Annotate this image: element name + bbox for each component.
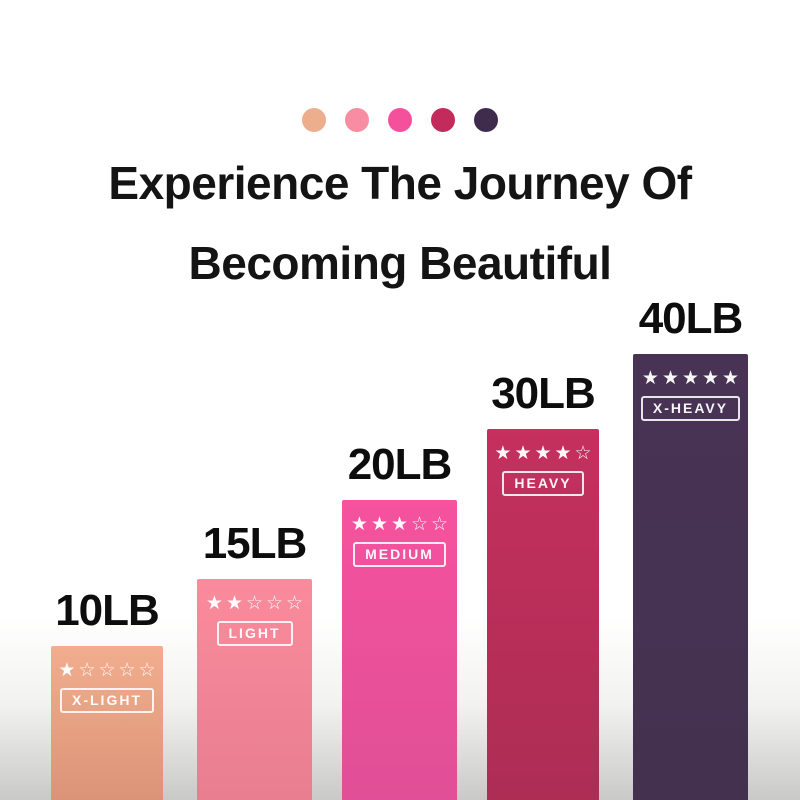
bar-10lb: ★☆☆☆☆ X-LIGHT — [51, 646, 163, 800]
weight-label-20lb: 20LB — [347, 440, 453, 489]
level-badge-medium: MEDIUM — [353, 542, 446, 567]
star-rating-5-of-5: ★★★★★ — [641, 367, 743, 389]
bar-40lb: ★★★★★ X-HEAVY — [633, 354, 748, 800]
star-rating-3-of-5: ★★★☆☆ — [350, 513, 452, 535]
weight-label-40lb: 40LB — [638, 294, 744, 343]
level-badge-heavy: HEAVY — [502, 471, 584, 496]
bar-group-10lb: 10LB ★☆☆☆☆ X-LIGHT — [51, 587, 163, 800]
light-dot-icon — [345, 108, 369, 132]
bar-group-30lb: 30LB ★★★★☆ HEAVY — [487, 370, 599, 800]
page-title-line1: Experience The Journey Of — [108, 157, 692, 209]
weight-label-30lb: 30LB — [491, 369, 596, 418]
heavy-dot-icon — [431, 108, 455, 132]
weight-label-15lb: 15LB — [202, 519, 308, 568]
medium-dot-icon — [388, 108, 412, 132]
level-badge-x-heavy: X-HEAVY — [640, 396, 741, 421]
bar-15lb: ★★☆☆☆ LIGHT — [197, 579, 312, 800]
x-light-dot-icon — [302, 108, 326, 132]
palette-dots-row — [0, 108, 800, 132]
bar-group-40lb: 40LB ★★★★★ X-HEAVY — [633, 295, 748, 800]
star-rating-2-of-5: ★★☆☆☆ — [205, 592, 307, 614]
bar-20lb: ★★★☆☆ MEDIUM — [342, 500, 457, 800]
page-title: Experience The Journey Of Becoming Beaut… — [0, 143, 800, 303]
bar-group-15lb: 15LB ★★☆☆☆ LIGHT — [197, 520, 312, 800]
star-rating-1-of-5: ★☆☆☆☆ — [58, 659, 159, 681]
bar-30lb: ★★★★☆ HEAVY — [487, 429, 599, 800]
x-heavy-dot-icon — [474, 108, 498, 132]
level-badge-x-light: X-LIGHT — [60, 688, 154, 713]
page-title-line2: Becoming Beautiful — [188, 237, 612, 289]
star-rating-4-of-5: ★★★★☆ — [494, 442, 595, 464]
level-badge-light: LIGHT — [216, 621, 293, 646]
weight-label-10lb: 10LB — [55, 586, 160, 635]
bar-group-20lb: 20LB ★★★☆☆ MEDIUM — [342, 441, 457, 800]
